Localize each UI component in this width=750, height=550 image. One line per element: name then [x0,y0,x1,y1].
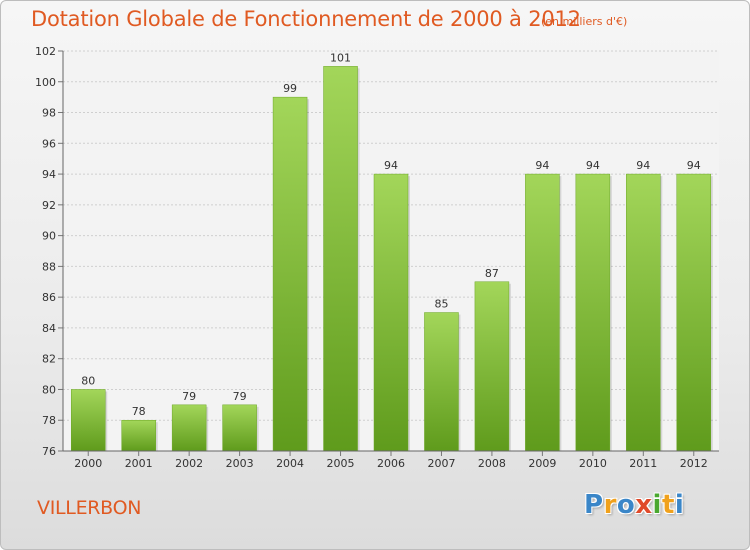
bar [121,419,156,452]
x-tick-label: 2003 [226,457,254,470]
logo-letter: r [603,490,617,520]
bar-value-label: 94 [687,159,701,172]
y-tick-label: 98 [42,107,56,120]
bar-value-label: 79 [182,390,196,403]
y-tick-label: 76 [42,445,56,458]
bar [323,66,358,452]
y-tick-label: 90 [42,230,56,243]
x-tick-label: 2007 [427,457,455,470]
logo-letter: i [652,490,662,520]
bar-value-label: 99 [283,82,297,95]
bar-value-label: 94 [636,159,650,172]
bar [424,312,459,452]
x-tick-label: 2012 [680,457,708,470]
y-tick-label: 84 [42,322,56,335]
bar [70,389,106,452]
x-tick-label: 2010 [579,457,607,470]
x-tick-label: 2005 [327,457,355,470]
bar-value-label: 94 [384,159,398,172]
x-tick-label: 2006 [377,457,405,470]
bar [575,173,611,452]
logo-letter: t [661,490,675,520]
logo-letter: o [616,490,636,520]
bar-value-label: 85 [434,298,448,311]
y-tick-label: 82 [42,353,56,366]
y-tick-label: 88 [42,260,56,273]
x-tick-label: 2002 [175,457,203,470]
bar [171,404,207,452]
chart-subtitle: (en milliers d'€) [541,15,628,28]
bar [525,173,560,452]
bar [676,173,712,452]
y-tick-label: 78 [42,414,56,427]
bar-value-label: 101 [330,51,351,64]
bar-value-label: 79 [233,390,247,403]
y-tick-label: 100 [35,76,56,89]
logo-letter: i [674,490,685,520]
x-tick-label: 2004 [276,457,304,470]
y-tick-label: 94 [42,168,56,181]
bar [626,173,661,452]
x-tick-label: 2008 [478,457,506,470]
bar-value-label: 80 [81,374,95,387]
commune-name: VILLERBON [37,497,142,519]
bar-value-label: 94 [535,159,549,172]
bar [373,173,409,452]
x-tick-label: 2001 [125,457,153,470]
logo-letter: x [635,490,653,520]
y-tick-label: 92 [42,199,56,212]
y-tick-label: 102 [35,45,56,58]
bar [474,281,510,452]
bar-value-label: 78 [132,405,146,418]
bar-value-label: 94 [586,159,600,172]
bar [222,404,257,452]
y-tick-label: 80 [42,383,56,396]
y-tick-label: 96 [42,137,56,150]
x-tick-label: 2011 [629,457,657,470]
x-tick-label: 2000 [74,457,102,470]
chart-title: Dotation Globale de Fonctionnement de 20… [31,7,581,31]
bar [272,96,308,452]
y-tick-label: 86 [42,291,56,304]
proxiti-logo: Proxiti [584,490,684,520]
bar-value-label: 87 [485,267,499,280]
x-tick-label: 2009 [528,457,556,470]
logo-letter: P [584,490,604,520]
